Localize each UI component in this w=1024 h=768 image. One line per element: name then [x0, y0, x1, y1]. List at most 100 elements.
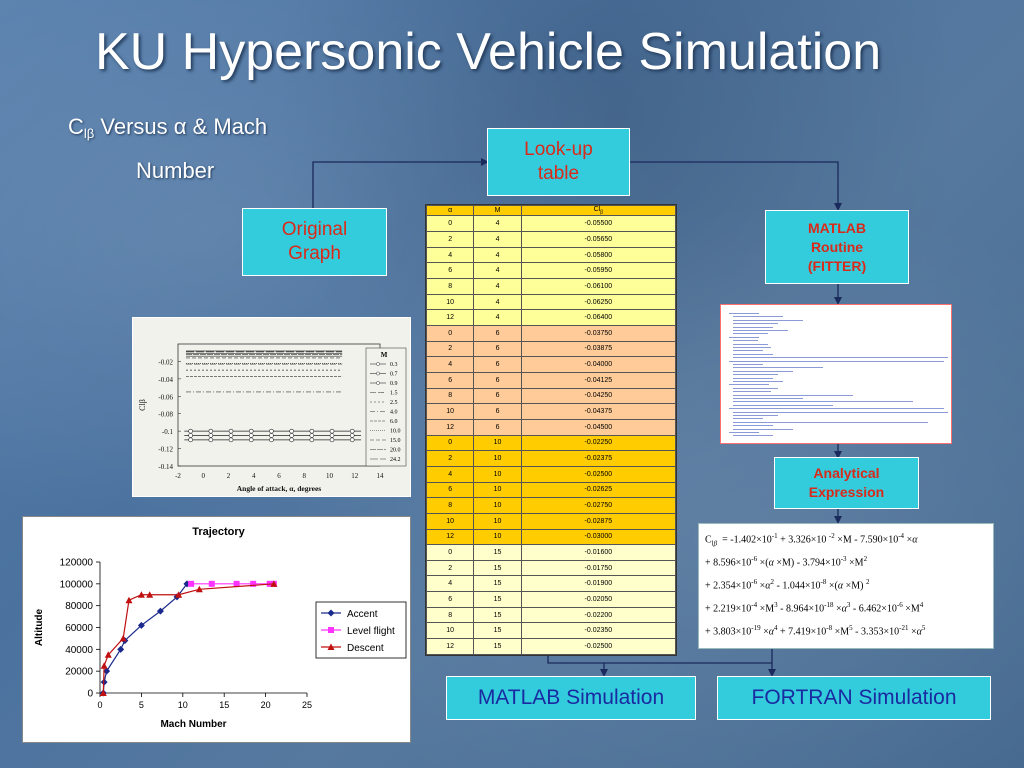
cell-mach: 15: [473, 606, 522, 624]
table-row: 2 15 -0.01750: [425, 559, 677, 577]
orig-legend-marker: [376, 362, 380, 366]
orig-y-tick-label: -0.1: [162, 428, 174, 436]
chart-y-axis-label: Altitude: [34, 608, 45, 646]
orig-legend-title: M: [381, 351, 388, 359]
chart-legend-label: Descent: [347, 643, 384, 654]
code-line: [733, 435, 773, 437]
analytical-expression-box: Analytical Expression: [774, 457, 919, 509]
cell-cl-beta: -0.06100: [520, 278, 677, 295]
cell-cl-beta: -0.01750: [520, 559, 677, 577]
orig-series-marker: [309, 437, 315, 443]
orig-series-marker: [349, 437, 355, 443]
trajectory-chart: Trajectory 0 20000 40000 60000 80000 100000 120…: [22, 516, 411, 743]
chart-series-line: [102, 583, 274, 694]
chart-y-tick-label: 20000: [65, 667, 93, 678]
original-graph-image: -0.02 -0.04 -0.06 -0.08 -0.1 -0.12 -0.14-2 0 2 4 6…: [132, 317, 411, 497]
cell-mach: 4: [473, 231, 522, 248]
table-row: 10 15 -0.02350: [425, 622, 677, 640]
cell-cl-beta: -0.02200: [520, 606, 677, 624]
cell-cl-beta: -0.02350: [520, 622, 677, 640]
matlab-line-2: Routine: [810, 238, 864, 255]
cell-mach: 10: [473, 465, 522, 483]
header-cl-beta: Clβ: [520, 204, 677, 217]
cell-cl-beta: -0.02750: [520, 497, 677, 514]
code-line: [733, 343, 768, 345]
cell-mach: 10: [473, 481, 522, 499]
orig-legend-label: 15.0: [390, 438, 401, 444]
orig-y-tick-label: -0.08: [158, 411, 173, 419]
chart-point: [125, 596, 133, 604]
code-line: [733, 425, 773, 427]
cell-cl-beta: -0.04500: [520, 418, 677, 436]
chart-point: [270, 580, 278, 587]
cell-cl-beta: -0.02375: [520, 450, 677, 467]
chart-point: [175, 591, 183, 598]
cell-alpha: 0: [425, 434, 475, 452]
arrow-original-to-lookup: [312, 158, 489, 208]
cell-mach: 15: [473, 591, 522, 608]
cell-alpha: 6: [425, 481, 475, 499]
cell-alpha: 8: [425, 387, 475, 405]
cell-mach: 10: [473, 450, 522, 467]
table-row: 12 10 -0.03000: [425, 528, 677, 546]
cell-alpha: 2: [425, 450, 475, 467]
chart-x-axis-label: Mach Number: [160, 719, 226, 730]
fortran-simulation-box: FORTRAN Simulation: [717, 676, 991, 720]
cell-cl-beta: -0.04125: [520, 371, 677, 389]
chart-point: [137, 621, 145, 629]
table-row: 8 6 -0.04250: [425, 387, 677, 405]
cell-mach: 4: [473, 215, 522, 233]
matlab-line-1: MATLAB: [807, 219, 867, 236]
chart-point: [195, 585, 203, 593]
code-line: [733, 377, 773, 379]
orig-legend-label: 20.0: [390, 448, 401, 454]
cell-mach: 6: [473, 387, 522, 405]
chart-series-0: [99, 580, 191, 697]
equation-line-2: + 8.596×10-6 ×(α ×M) - 3.794×10-3 ×M2: [705, 555, 868, 569]
orig-legend-label: 4.0: [390, 410, 398, 416]
lookup-data-table: α M Clβ 0 4 -0.05500 2 4 -0.05650 4 4 -0.05800 6 4…: [425, 204, 677, 656]
orig-legend-label: 6.0: [390, 419, 398, 425]
cell-alpha: 2: [425, 559, 475, 577]
cell-mach: 6: [473, 324, 522, 342]
chart-point: [104, 651, 112, 658]
chart-legend-label: Level flight: [347, 626, 395, 637]
chart-x-tick-label: 25: [302, 700, 312, 710]
cell-cl-beta: -0.05650: [520, 231, 677, 248]
code-line: [733, 418, 763, 420]
orig-x-tick-label: -2: [175, 472, 181, 480]
code-line: [733, 326, 773, 328]
chart-series-1: [188, 580, 277, 587]
orig-series-marker: [309, 428, 315, 434]
cell-alpha: 12: [425, 638, 475, 655]
table-row: 4 6 -0.04000: [425, 356, 677, 373]
cell-mach: 6: [473, 418, 522, 436]
code-line: [733, 394, 853, 396]
cell-cl-beta: -0.05950: [520, 262, 677, 280]
cell-mach: 10: [473, 434, 522, 452]
chart-point: [156, 607, 164, 615]
chart-point: [208, 580, 215, 587]
matlab-simulation-box: MATLAB Simulation: [446, 676, 696, 720]
table-row: 4 4 -0.05800: [425, 246, 677, 264]
lookup-table-box: Look-up table: [487, 128, 630, 196]
table-row: 0 10 -0.02250: [425, 434, 677, 452]
matlab-line-3: (FITTER): [807, 257, 867, 274]
cell-cl-beta: -0.02250: [520, 434, 677, 452]
orig-x-axis-label: Angle of attack, α, degrees: [237, 484, 322, 493]
table-row: 6 6 -0.04125: [425, 371, 677, 389]
orig-series-marker: [269, 428, 274, 434]
cell-cl-beta: -0.05500: [520, 215, 677, 233]
table-row: 0 6 -0.03750: [425, 324, 677, 342]
orig-series-marker: [289, 428, 294, 434]
cell-alpha: 2: [425, 231, 475, 248]
code-line: [733, 421, 928, 423]
cell-mach: 10: [473, 497, 522, 514]
code-line: [733, 364, 763, 365]
chart-x-tick-label: 20: [261, 700, 271, 710]
orig-series-marker: [329, 433, 335, 438]
orig-legend-label: 0.7: [390, 372, 398, 378]
cell-cl-beta: -0.04250: [520, 387, 677, 405]
cell-cl-beta: -0.03750: [520, 324, 677, 342]
code-line: [733, 374, 778, 376]
